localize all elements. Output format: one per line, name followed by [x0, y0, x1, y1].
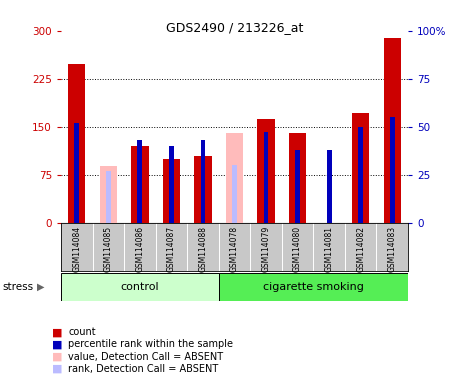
Bar — [264, 132, 268, 223]
Text: percentile rank within the sample: percentile rank within the sample — [68, 339, 233, 349]
Bar — [352, 113, 370, 223]
Bar — [232, 165, 237, 223]
Text: cigarette smoking: cigarette smoking — [263, 282, 364, 292]
Bar — [131, 146, 149, 223]
Bar — [194, 156, 212, 223]
Text: ■: ■ — [52, 339, 62, 349]
Bar — [390, 117, 394, 223]
Text: ■: ■ — [52, 327, 62, 337]
Bar — [327, 150, 332, 223]
Bar — [106, 171, 111, 223]
Bar — [201, 140, 205, 223]
Bar — [61, 273, 219, 301]
Text: stress: stress — [2, 282, 33, 292]
Text: value, Detection Call = ABSENT: value, Detection Call = ABSENT — [68, 352, 223, 362]
Bar — [257, 119, 275, 223]
Text: count: count — [68, 327, 96, 337]
Bar — [169, 146, 174, 223]
Bar — [226, 133, 243, 223]
Text: ■: ■ — [52, 364, 62, 374]
Text: rank, Detection Call = ABSENT: rank, Detection Call = ABSENT — [68, 364, 218, 374]
Text: ▶: ▶ — [37, 282, 45, 292]
Text: control: control — [121, 282, 159, 292]
Bar — [137, 140, 142, 223]
Bar — [99, 166, 117, 223]
Text: ■: ■ — [52, 352, 62, 362]
Text: GDS2490 / 213226_at: GDS2490 / 213226_at — [166, 21, 303, 34]
Bar — [358, 127, 363, 223]
Bar — [384, 38, 401, 223]
Bar — [289, 133, 306, 223]
Bar — [68, 64, 85, 223]
Bar — [75, 123, 79, 223]
Bar — [219, 273, 408, 301]
Bar — [295, 150, 300, 223]
Bar — [163, 159, 180, 223]
